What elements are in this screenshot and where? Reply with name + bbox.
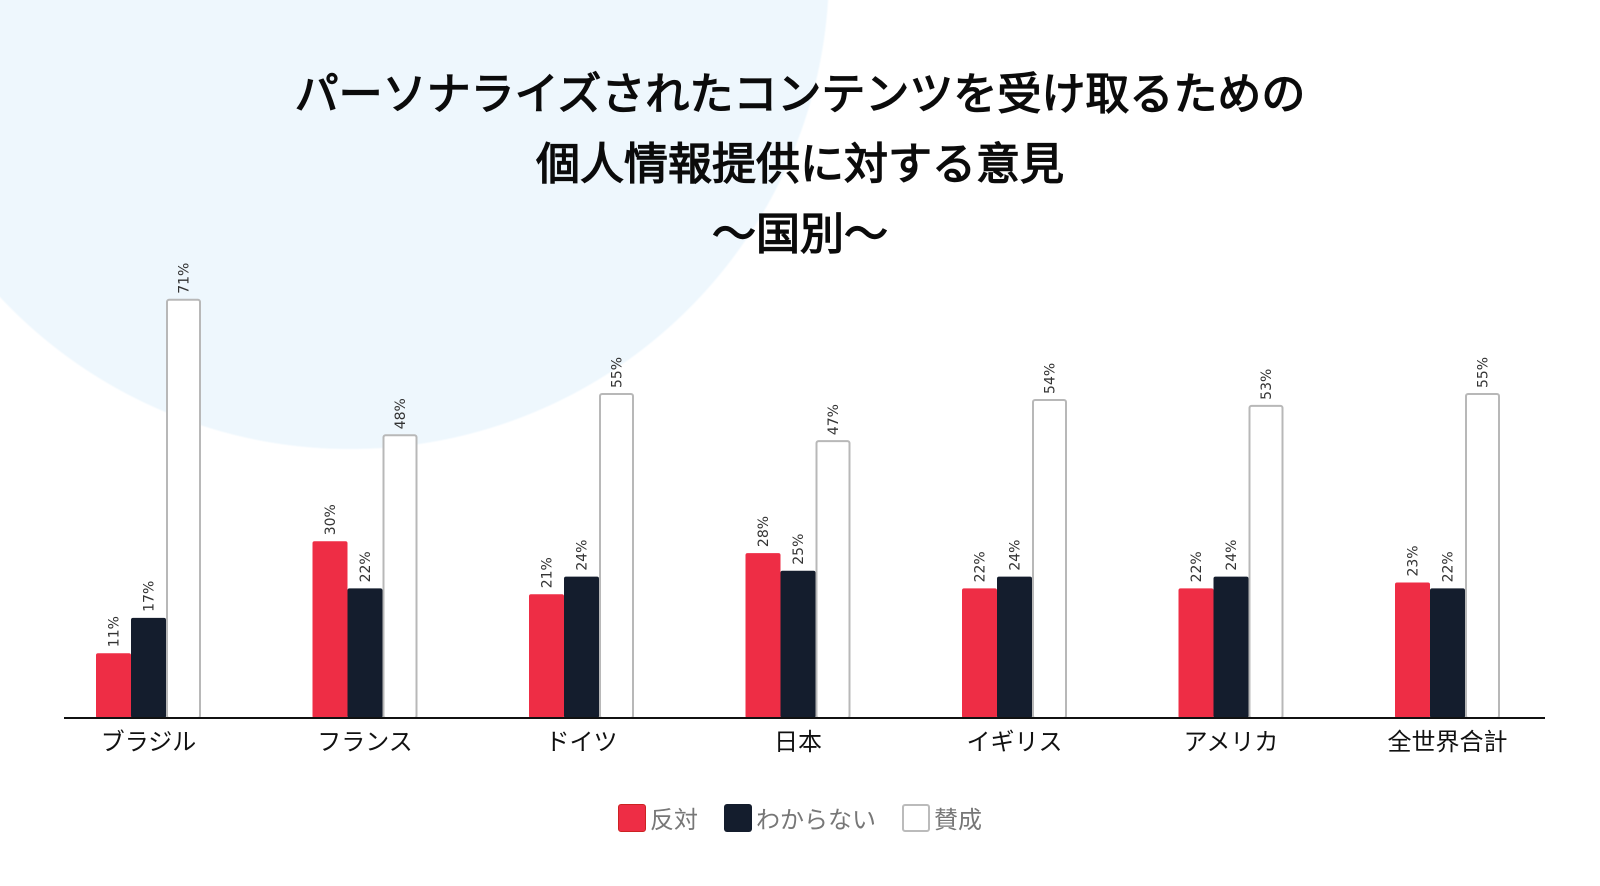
x-tick-label: アメリカ: [1184, 728, 1279, 756]
data-label: 30%: [323, 504, 339, 535]
legend-label: 賛成: [934, 806, 982, 834]
data-label: 11%: [107, 616, 123, 647]
data-label: 21%: [540, 557, 556, 588]
bar: [1213, 576, 1249, 718]
legend: 反対 わからない 賛成: [0, 800, 1600, 835]
data-label: 22%: [358, 551, 374, 582]
data-label: 17%: [142, 581, 158, 612]
legend-swatch-unknown: [724, 803, 752, 832]
bar: [564, 576, 599, 718]
data-label: 22%: [1189, 551, 1205, 582]
bar: [529, 594, 564, 718]
bar: [962, 588, 997, 718]
data-label: 24%: [1008, 540, 1024, 571]
x-tick-label: 日本: [774, 728, 822, 756]
chart-title-line-1: パーソナライズされたコンテンツを受け取るための: [294, 69, 1306, 120]
bar: [96, 653, 131, 718]
bar: [312, 541, 348, 718]
legend-label: 反対: [650, 806, 698, 834]
data-label: 71%: [177, 263, 193, 294]
x-tick-label: イギリス: [967, 728, 1063, 756]
bar: [780, 570, 816, 718]
data-label: 47%: [826, 404, 842, 435]
data-label: 53%: [1259, 369, 1275, 400]
bar: [599, 393, 634, 719]
bar: [382, 434, 418, 719]
data-label: 55%: [1476, 357, 1492, 388]
bar: [131, 617, 166, 718]
data-label: 28%: [756, 516, 772, 547]
bar: [1248, 404, 1284, 719]
data-label: 25%: [791, 534, 807, 565]
data-label: 24%: [1224, 540, 1240, 571]
background-circle: [0, 0, 840, 460]
data-label: 55%: [610, 357, 626, 388]
legend-label: わからない: [756, 806, 876, 834]
chart-title-line-3: 〜国別〜: [712, 209, 888, 260]
data-label: 22%: [1441, 551, 1457, 582]
legend-item-oppose: 反対: [618, 800, 698, 835]
x-tick-label: フランス: [317, 728, 413, 756]
data-label: 23%: [1406, 545, 1422, 576]
data-label: 22%: [973, 551, 989, 582]
bar: [1395, 582, 1430, 718]
bar: [1032, 398, 1067, 719]
bar: [1465, 393, 1500, 719]
bar: [745, 553, 781, 718]
legend-item-agree: 賛成: [902, 800, 982, 835]
data-label: 48%: [393, 398, 409, 429]
x-tick-label: ブラジル: [101, 728, 197, 756]
bar: [166, 298, 201, 719]
bar: [1430, 588, 1465, 718]
legend-swatch-agree: [902, 803, 930, 832]
bar: [347, 588, 383, 718]
bar: [1178, 588, 1214, 718]
legend-item-unknown: わからない: [724, 800, 876, 835]
data-label: 24%: [575, 540, 591, 571]
x-tick-label: 全世界合計: [1388, 728, 1508, 756]
bar: [815, 440, 851, 719]
legend-swatch-oppose: [618, 803, 646, 832]
chart-title-line-2: 個人情報提供に対する意見: [536, 139, 1064, 190]
data-label: 54%: [1043, 363, 1059, 394]
x-tick-label: ドイツ: [546, 728, 618, 756]
bar: [997, 576, 1032, 718]
